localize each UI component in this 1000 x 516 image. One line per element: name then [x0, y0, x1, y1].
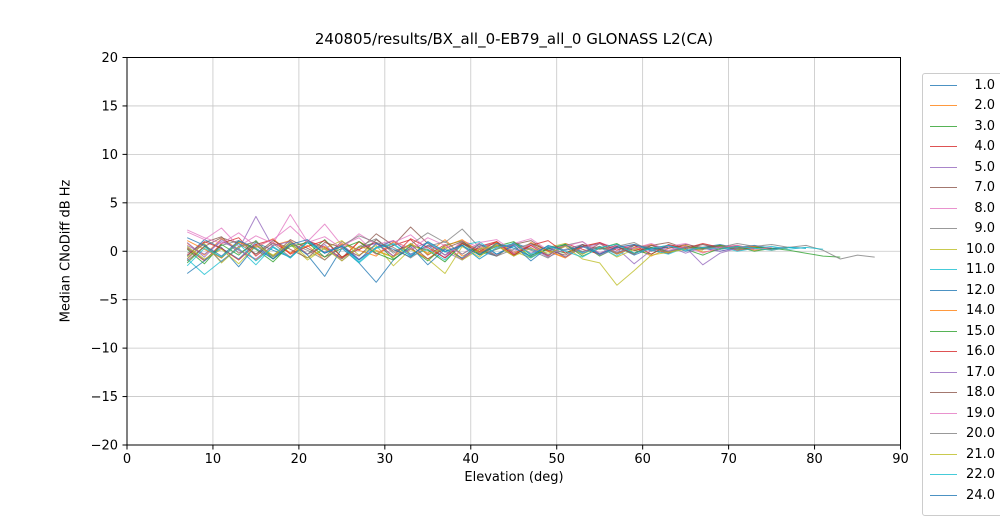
legend-label: 8.0: [974, 200, 995, 216]
x-tick-label-70: 70: [720, 452, 737, 467]
y-tick-label--5: −5: [99, 293, 118, 308]
legend-line-sample: [930, 494, 957, 496]
legend-item-1.0: 1.0: [923, 75, 1000, 96]
legend-line-sample: [930, 310, 957, 312]
legend-item-9.0: 9.0: [923, 219, 1000, 240]
legend-label: 19.0: [966, 405, 995, 421]
y-tick-label-10: 10: [101, 148, 118, 163]
legend-line-sample: [930, 84, 957, 86]
legend-line-sample: [930, 269, 957, 271]
y-tick-label--15: −15: [91, 390, 118, 405]
legend-item-5.0: 5.0: [923, 157, 1000, 178]
legend-label: 3.0: [974, 118, 995, 134]
legend-label: 11.0: [966, 262, 995, 278]
series-line-20.0: [186, 235, 755, 263]
legend-line-sample: [930, 433, 957, 435]
y-tick-label-0: 0: [110, 245, 118, 260]
legend-item-11.0: 11.0: [923, 260, 1000, 281]
legend-line-sample: [930, 392, 957, 394]
legend-item-12.0: 12.0: [923, 280, 1000, 301]
legend-label: 15.0: [966, 323, 995, 339]
legend-line-sample: [930, 351, 957, 353]
legend-label: 4.0: [974, 139, 995, 155]
x-tick-label-0: 0: [123, 452, 131, 467]
y-tick-label--10: −10: [91, 342, 118, 357]
legend-label: 17.0: [966, 364, 995, 380]
legend-line-sample: [930, 412, 957, 414]
x-tick-label-50: 50: [548, 452, 565, 467]
x-axis-label: Elevation (deg): [464, 470, 564, 485]
legend-item-14.0: 14.0: [923, 301, 1000, 322]
chart-title: 240805/results/BX_all_0-EB79_all_0 GLONA…: [314, 30, 714, 48]
legend-label: 5.0: [974, 159, 995, 175]
legend-label: 20.0: [966, 426, 995, 442]
legend-line-sample: [930, 371, 957, 373]
plot-area: 0 10 20 30 40 50 60 70 80 90 −20 −15 −10 −5 0 5 10 15 20: [91, 51, 909, 467]
x-tick-label-10: 10: [205, 452, 222, 467]
x-tick-label-20: 20: [291, 452, 308, 467]
legend-item-21.0: 21.0: [923, 444, 1000, 465]
legend-line-sample: [930, 289, 957, 291]
legend-item-16.0: 16.0: [923, 342, 1000, 363]
x-tick-label-80: 80: [806, 452, 823, 467]
legend-line-sample: [930, 166, 957, 168]
legend-line-sample: [930, 474, 957, 476]
y-tick-label-5: 5: [110, 196, 118, 211]
legend-item-2.0: 2.0: [923, 96, 1000, 117]
legend-label: 18.0: [966, 385, 995, 401]
legend-item-4.0: 4.0: [923, 137, 1000, 158]
legend-line-sample: [930, 248, 957, 250]
legend-label: 10.0: [966, 241, 995, 257]
legend-line-sample: [930, 228, 957, 230]
series-line-22.0: [186, 241, 807, 267]
legend-item-19.0: 19.0: [923, 403, 1000, 424]
legend-line-sample: [930, 207, 957, 209]
legend-item-18.0: 18.0: [923, 383, 1000, 404]
y-tick-label--20: −20: [91, 439, 118, 454]
legend-item-7.0: 7.0: [923, 178, 1000, 199]
legend-line-sample: [930, 125, 957, 127]
legend-label: 12.0: [966, 282, 995, 298]
legend-label: 14.0: [966, 303, 995, 319]
legend-label: 16.0: [966, 344, 995, 360]
legend-item-24.0: 24.0: [923, 485, 1000, 506]
legend-label: 24.0: [966, 487, 995, 503]
legend-item-17.0: 17.0: [923, 362, 1000, 383]
legend-label: 2.0: [974, 98, 995, 114]
series-line-18.0: [186, 237, 721, 262]
legend-label: 1.0: [974, 77, 995, 93]
series-line-24.0: [186, 237, 669, 261]
x-tick-label-30: 30: [377, 452, 394, 467]
legend-item-3.0: 3.0: [923, 116, 1000, 137]
y-tick-label-20: 20: [101, 51, 118, 66]
legend-line-sample: [930, 105, 957, 107]
series-line-19.0: [186, 225, 772, 256]
series-line-21.0: [186, 242, 686, 286]
legend-line-sample: [930, 330, 957, 332]
legend-line-sample: [930, 187, 957, 189]
legend-item-10.0: 10.0: [923, 239, 1000, 260]
legend-label: 21.0: [966, 446, 995, 462]
series-line-10.0: [186, 240, 703, 274]
x-tick-label-60: 60: [634, 452, 651, 467]
legend-line-sample: [930, 146, 957, 148]
legend-item-8.0: 8.0: [923, 198, 1000, 219]
legend-label: 22.0: [966, 467, 995, 483]
legend-item-22.0: 22.0: [923, 465, 1000, 486]
x-tick-label-90: 90: [892, 452, 909, 467]
legend-item-15.0: 15.0: [923, 321, 1000, 342]
y-tick-label-15: 15: [101, 99, 118, 114]
legend-label: 9.0: [974, 221, 995, 237]
legend-line-sample: [930, 453, 957, 455]
x-tick-label-40: 40: [463, 452, 480, 467]
legend-item-20.0: 20.0: [923, 424, 1000, 445]
legend: 1.0 2.0 3.0 4.0 5.0 7.0 8.0 9.0 10.0 11.0 12.0 14.0…: [922, 73, 1000, 516]
legend-label: 7.0: [974, 180, 995, 196]
